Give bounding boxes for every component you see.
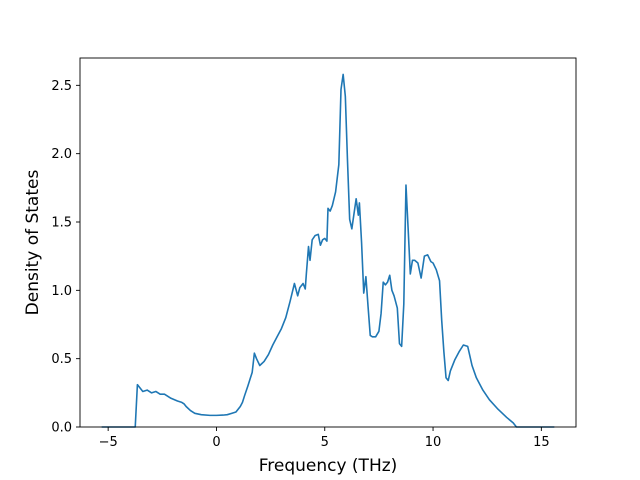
y-axis: 0.0 0.5 1.0 1.5 2.0 2.5 <box>51 79 80 436</box>
plot-area <box>101 73 555 428</box>
x-tick-label: 10 <box>425 435 442 450</box>
series-line-dos <box>101 73 555 428</box>
x-axis: −5 0 5 10 15 <box>99 427 550 450</box>
x-tick-label: 0 <box>212 435 220 450</box>
y-tick-label: 1.5 <box>51 216 72 231</box>
x-tick-label: 15 <box>533 435 550 450</box>
y-axis-label: Density of States <box>23 170 43 316</box>
y-tick-label: 0.5 <box>51 352 72 367</box>
x-axis-label: Frequency (THz) <box>259 456 398 476</box>
y-tick-label: 0.0 <box>51 421 72 436</box>
x-tick-label: 5 <box>321 435 329 450</box>
y-tick-label: 2.5 <box>51 79 72 94</box>
axes-frame <box>79 57 577 428</box>
x-tick-label: −5 <box>99 435 118 450</box>
y-tick-label: 1.0 <box>51 284 72 299</box>
y-tick-label: 2.0 <box>51 147 72 162</box>
